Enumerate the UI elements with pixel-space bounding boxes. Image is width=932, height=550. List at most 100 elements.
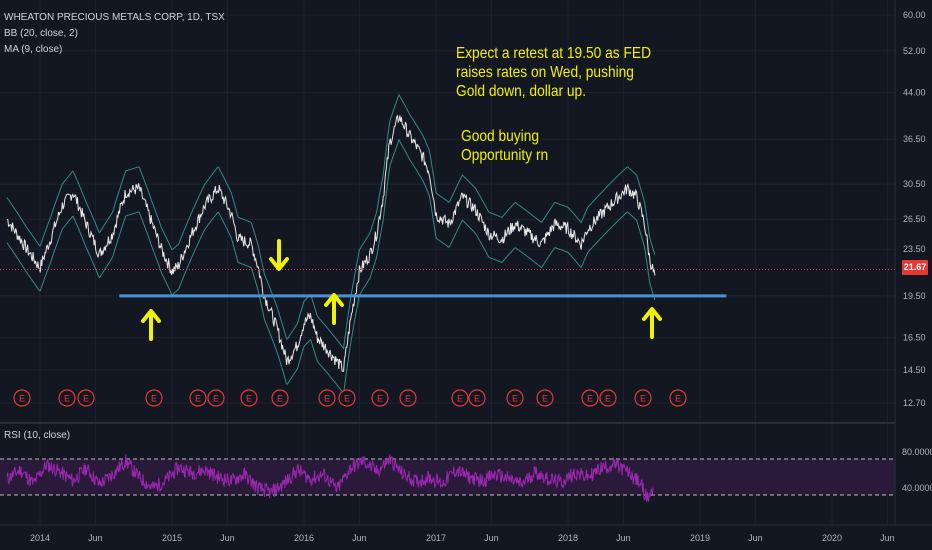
earnings-circle [58,389,76,407]
price-tick-label: 16.50 [903,333,926,343]
earnings-letter: E [151,394,157,404]
rsi-tick-label: 40.0000 [902,483,932,493]
earnings-marker: E [58,389,76,407]
time-tick-label: 2020 [822,533,842,543]
earnings-circle [399,389,417,407]
earnings-letter: E [512,394,518,404]
price-tick-label: 44.00 [903,88,926,98]
earnings-letter: E [324,394,330,404]
earnings-circle [77,389,95,407]
earnings-letter: E [277,394,283,404]
earnings-marker: E [338,389,356,407]
earnings-letter: E [83,394,89,404]
time-tick-label: 2015 [162,533,182,543]
earnings-circle [145,389,163,407]
time-tick-label: Jun [880,533,895,543]
earnings-marker: E [145,389,163,407]
earnings-marker: E [599,389,617,407]
earnings-circle [506,389,524,407]
earnings-letter: E [457,394,463,404]
earnings-circle [468,389,486,407]
bb-legend[interactable]: BB (20, close, 2) [4,28,78,39]
earnings-marker: E [371,389,389,407]
annotation-line-4: Good buying [461,128,540,145]
time-tick-label: 2017 [426,533,446,543]
arrow-head [642,307,662,321]
earnings-circle [338,389,356,407]
rsi-series [6,454,654,503]
earnings-circle [634,389,652,407]
time-tick-label: Jun [88,533,103,543]
earnings-circle [536,389,554,407]
time-tick-label: 2019 [690,533,710,543]
ma-legend[interactable]: MA (9, close) [4,44,63,55]
earnings-marker: E [189,389,207,407]
current-price-tag: 21.67 [902,260,928,275]
earnings-circle [240,389,258,407]
earnings-marker: E [271,389,289,407]
annotation-line-2: raises rates on Wed, pushing [456,64,634,81]
earnings-marker: E [13,389,31,407]
earnings-letter: E [195,394,201,404]
price-tick-label: 60.00 [903,10,926,20]
price-axis: 60.00 52.00 44.00 36.50 30.50 26.50 23.50 19.50… [903,10,926,408]
rsi-tick-label: 80.0000 [902,447,932,457]
time-tick-label: Jun [484,533,499,543]
rsi-axis: 80.0000 40.0000 [902,447,932,493]
earnings-marker: E [451,389,469,407]
down-arrow-icon [269,239,289,271]
time-tick-label: 2014 [30,533,50,543]
price-tick-label: 36.50 [903,134,926,144]
earnings-marker: E [77,389,95,407]
level-lines [0,268,895,298]
earnings-circle [207,389,225,407]
earnings-letter: E [542,394,548,404]
earnings-letter: E [605,394,611,404]
annotation-line-5: Opportunity rn [461,147,549,164]
annotation-line-3: Gold down, dollar up. [456,83,587,100]
time-tick-label: Jun [220,533,235,543]
earnings-letter: E [19,394,25,404]
earnings-letter: E [587,394,593,404]
price-tick-label: 14.50 [903,365,926,375]
earnings-marker: E [506,389,524,407]
earnings-marker: E [669,389,687,407]
earnings-letter: E [64,394,70,404]
earnings-circle [271,389,289,407]
bollinger-bands [6,93,656,395]
earnings-letter: E [246,394,252,404]
time-tick-label: Jun [616,533,631,543]
price-tick-label: 30.50 [903,179,926,189]
earnings-letter: E [344,394,350,404]
up-arrow-icon [324,293,344,325]
price-tick-label: 52.00 [903,46,926,56]
time-tick-label: Jun [748,533,763,543]
earnings-circle [371,389,389,407]
rsi-legend[interactable]: RSI (10, close) [4,430,71,441]
earnings-letter: E [377,394,383,404]
arrow-head [141,309,161,323]
earnings-circle [13,389,31,407]
earnings-letter: E [474,394,480,404]
symbol-legend[interactable]: WHEATON PRECIOUS METALS CORP, 1D, TSX [4,12,225,23]
earnings-marker: E [581,389,599,407]
arrow-head [269,257,289,271]
price-tick-label: 26.50 [903,214,926,224]
earnings-marker: E [468,389,486,407]
earnings-marker: E [318,389,336,407]
earnings-letter: E [213,394,219,404]
earnings-letter: E [675,394,681,404]
earnings-circle [451,389,469,407]
earnings-marker: E [634,389,652,407]
price-tick-label: 23.50 [903,244,926,254]
earnings-marker: E [240,389,258,407]
up-arrow-icon [141,309,161,341]
price-series [6,114,656,372]
earnings-marker: E [399,389,417,407]
time-axis: 2014 Jun 2015 Jun 2016 Jun 2017 Jun 2018 Jun 2019 J… [30,533,895,543]
bb-upper-band [6,93,656,350]
earnings-circle [318,389,336,407]
earnings-letter: E [640,394,646,404]
